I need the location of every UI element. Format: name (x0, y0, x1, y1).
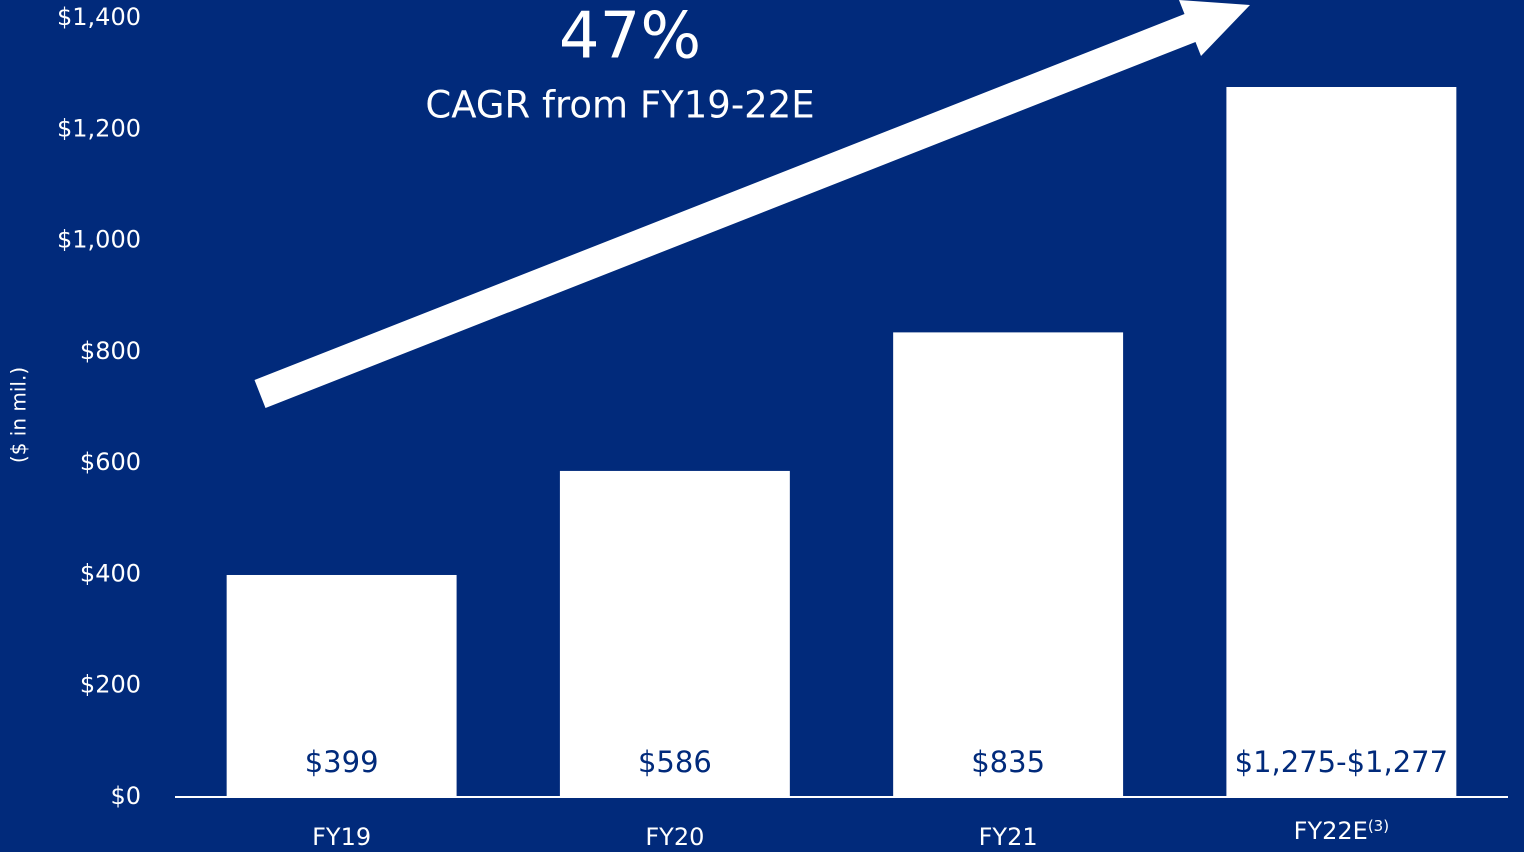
growth-arrow (254, 0, 1250, 408)
y-tick-label: $0 (110, 782, 141, 810)
value-label: $835 (971, 745, 1045, 779)
x-tick-label: FY20 (645, 823, 704, 851)
x-tick-label: FY21 (979, 823, 1038, 851)
category-name: FY19 (312, 823, 371, 851)
footnote-mark: (3) (1368, 817, 1389, 835)
y-tick-label: $600 (80, 448, 141, 476)
y-axis-label: ($ in mil.) (7, 367, 31, 463)
category-name: FY20 (645, 823, 704, 851)
y-tick-label: $400 (80, 559, 141, 587)
y-tick-label: $1,000 (57, 226, 141, 254)
x-tick-label: FY19 (312, 823, 371, 851)
bar (226, 574, 457, 797)
y-tick-label: $1,400 (57, 3, 141, 31)
y-tick-label: $1,200 (57, 114, 141, 142)
bar (893, 332, 1124, 797)
bar (559, 470, 790, 797)
annotation-text: CAGR from FY19-22E (425, 84, 814, 127)
annotation-value: 47% (559, 0, 701, 74)
y-tick-label: $200 (80, 671, 141, 699)
x-tick-label: FY22E(3) (1294, 817, 1389, 846)
value-label: $399 (305, 745, 379, 779)
category-name: FY21 (979, 823, 1038, 851)
category-name: FY22E (1294, 817, 1368, 845)
y-tick-label: $800 (80, 337, 141, 365)
bar (1226, 86, 1457, 798)
value-label: $1,275-$1,277 (1235, 745, 1448, 779)
value-label: $586 (638, 745, 712, 779)
